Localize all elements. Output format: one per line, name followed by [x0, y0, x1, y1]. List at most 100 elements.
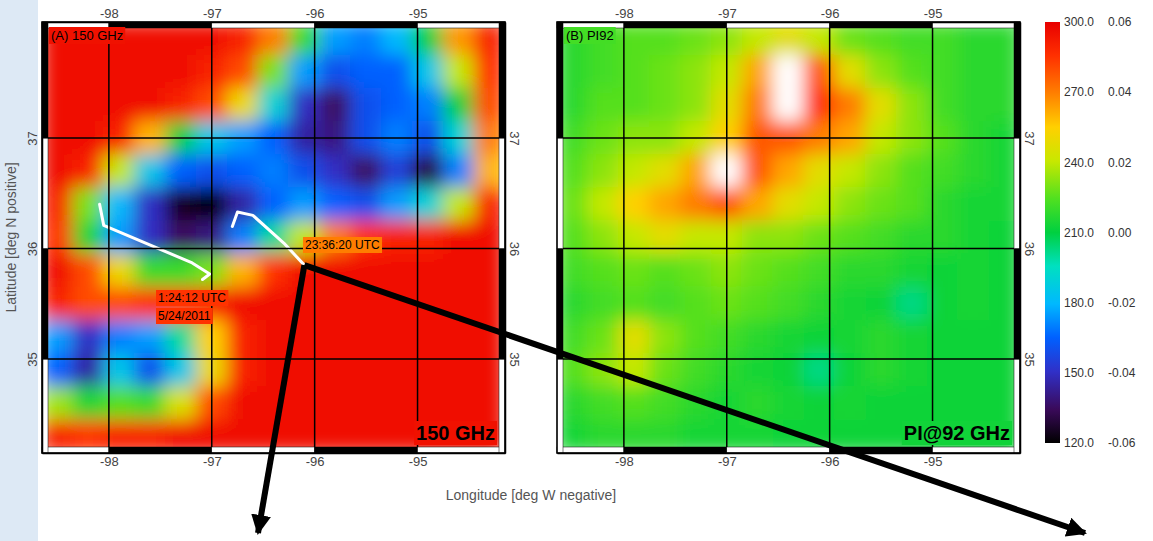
- heat-cell: [773, 287, 805, 321]
- tick: -97: [718, 453, 737, 469]
- frame-stripe: [1014, 359, 1020, 453]
- heat-cell: [742, 287, 774, 321]
- heat-cell: [319, 187, 351, 221]
- frame-stripe: [1014, 138, 1020, 249]
- tick-label: -96: [821, 454, 840, 469]
- heat-cell: [587, 88, 619, 122]
- heat-cell: [958, 88, 990, 122]
- colorbar-tick-label: 120.0: [1064, 436, 1094, 450]
- grid-line: [623, 22, 625, 453]
- heat-cell: [134, 386, 166, 420]
- heat-cell: [680, 254, 712, 288]
- tick-label: 37: [1022, 131, 1037, 145]
- heat-cell: [381, 55, 413, 89]
- colorbar-tick-label: 0.00: [1108, 226, 1132, 240]
- heat-cell: [587, 220, 619, 254]
- heat-cell: [958, 187, 990, 221]
- frame-stripe: [557, 138, 563, 249]
- heat-cell: [350, 320, 382, 354]
- frame-stripe: [1014, 249, 1020, 360]
- tick: -96: [821, 453, 840, 469]
- tick-label: -96: [821, 6, 840, 21]
- heat-cell: [258, 154, 290, 188]
- heat-cell: [618, 88, 650, 122]
- heat-cell: [103, 254, 135, 288]
- frame-stripe: [557, 22, 563, 138]
- axis-bottom: -98-97-96-95: [558, 453, 1021, 469]
- frame: [42, 22, 505, 453]
- heat-cell: [803, 386, 835, 420]
- heat-cell: [319, 386, 351, 420]
- tick: 36: [505, 242, 522, 256]
- heat-cell: [680, 320, 712, 354]
- annotation-group: 23:36:20 UTC: [303, 237, 382, 253]
- heat-cell: [288, 55, 320, 89]
- heat-cell: [742, 88, 774, 122]
- heat-cell: [618, 187, 650, 221]
- grid-line: [417, 22, 419, 453]
- heat-cell: [587, 187, 619, 221]
- tick: -97: [203, 453, 222, 469]
- plot-border: [557, 22, 1020, 453]
- heat-cell: [587, 154, 619, 188]
- heat-cell: [412, 187, 444, 221]
- heat-cell: [134, 320, 166, 354]
- plot-area: [557, 22, 1020, 453]
- heat-cell: [443, 386, 475, 420]
- heat-cell: [227, 353, 259, 387]
- heat-cell: [680, 220, 712, 254]
- tick-label: -95: [409, 6, 428, 21]
- heat-cell: [165, 320, 197, 354]
- tick-label: 35: [25, 352, 40, 366]
- heat-cell: [803, 154, 835, 188]
- heat-cell: [958, 320, 990, 354]
- heat-cell: [834, 187, 866, 221]
- flight-track: [232, 212, 304, 265]
- heat-cell: [742, 154, 774, 188]
- text-patch: [49, 27, 125, 44]
- frame-stripe: [557, 447, 624, 453]
- heat-cell: [165, 154, 197, 188]
- colorbar-tick-label: -0.06: [1108, 436, 1136, 450]
- heat-cell: [865, 220, 897, 254]
- heat-cell: [865, 154, 897, 188]
- heat-cell: [350, 154, 382, 188]
- tick: 36: [1020, 242, 1037, 256]
- heat-cell: [412, 386, 444, 420]
- axis-left: 353637: [25, 23, 43, 454]
- heat-cell: [927, 353, 959, 387]
- heat-cell: [288, 154, 320, 188]
- panel-title-group: (A) 150 GHz: [49, 27, 125, 44]
- grid-line: [932, 22, 934, 453]
- heat-cell: [412, 55, 444, 89]
- heat-cell: [381, 187, 413, 221]
- heat-cell: [72, 320, 104, 354]
- slide-strip: [0, 0, 38, 541]
- frame-stripe: [499, 249, 505, 360]
- heat-cell: [103, 154, 135, 188]
- frame-stripe: [109, 447, 212, 453]
- tick: 35: [25, 352, 42, 366]
- grid-line: [557, 358, 1020, 360]
- heat-cell: [927, 55, 959, 89]
- heat-cell: [72, 154, 104, 188]
- heat-cell: [742, 220, 774, 254]
- heat-cell: [381, 220, 413, 254]
- colorbar-tick-label: 180.0: [1064, 296, 1094, 310]
- x-axis-title: Longitude [deg W negative]: [446, 487, 616, 503]
- heat-cell: [773, 220, 805, 254]
- tick: 35: [505, 352, 522, 366]
- frame-stripe: [557, 249, 563, 360]
- tick-label: 37: [25, 131, 40, 145]
- heat-cell: [103, 88, 135, 122]
- heat-cell: [958, 254, 990, 288]
- heat-cell: [896, 187, 928, 221]
- panel-label-group: 150 GHz: [414, 421, 497, 445]
- tick-label: -98: [615, 454, 634, 469]
- heat-cell: [958, 386, 990, 420]
- tick-label: 36: [507, 242, 522, 256]
- annotation-group: 5/24/2011: [156, 308, 213, 324]
- heat-cell: [319, 287, 351, 321]
- colorbar-tick-label: 0.06: [1108, 15, 1132, 29]
- heat-cell: [618, 220, 650, 254]
